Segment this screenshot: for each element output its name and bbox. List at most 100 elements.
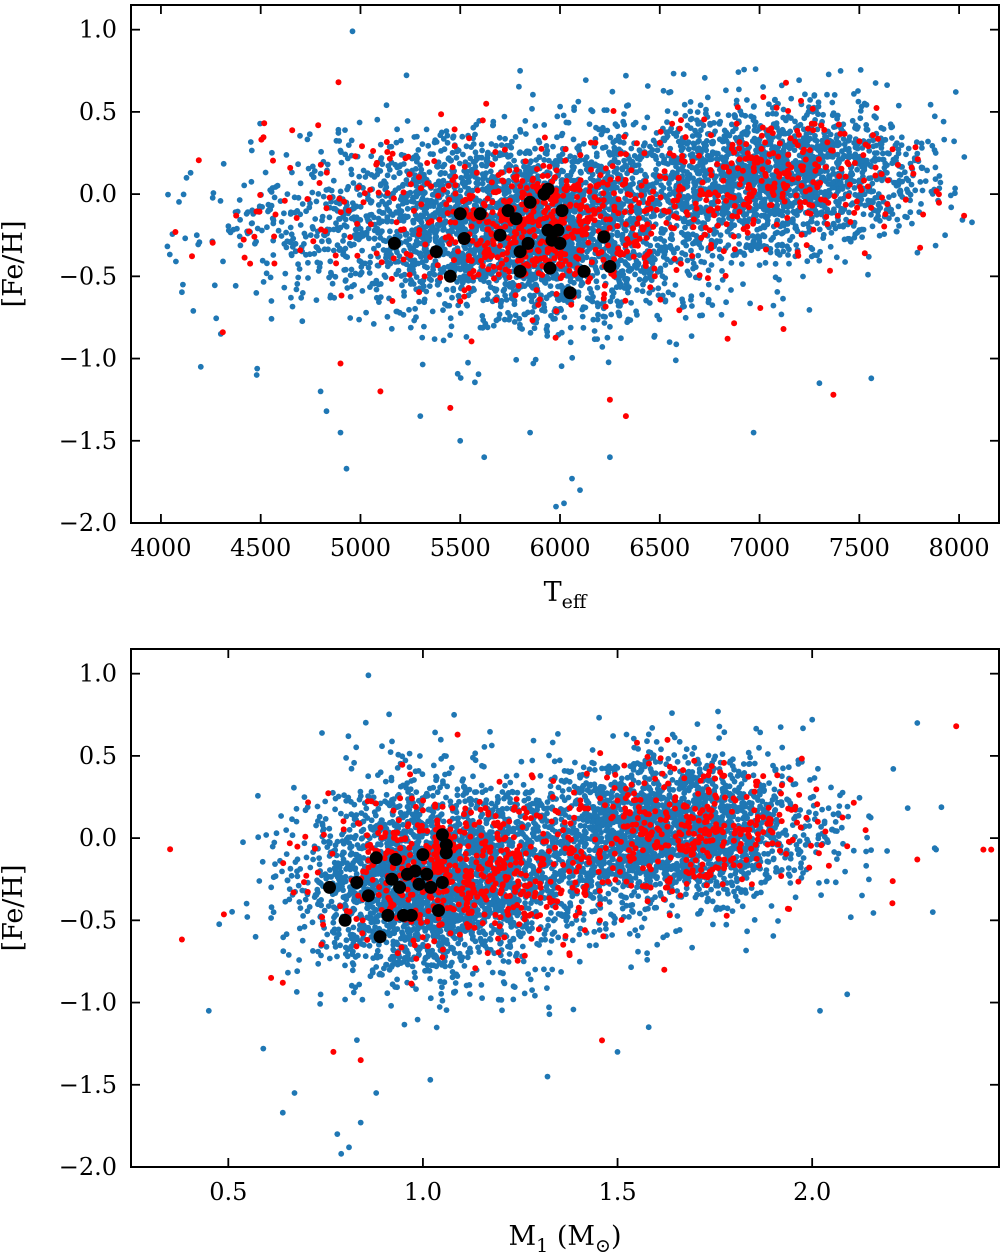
scatter-point-blue (873, 114, 879, 121)
scatter-point-blue (447, 157, 454, 164)
scatter-point-blue (590, 177, 597, 184)
scatter-point-blue (471, 248, 478, 255)
scatter-point-blue (543, 151, 550, 157)
scatter-point-blue (511, 301, 518, 308)
scatter-point-blue (349, 200, 356, 207)
scatter-point-blue (827, 243, 834, 250)
scatter-point-blue (330, 226, 337, 233)
scatter-point-blue (644, 114, 651, 121)
scatter-point-blue (374, 116, 381, 123)
scatter-point-blue (213, 315, 220, 322)
scatter-point-blue (582, 77, 589, 83)
scatter-point-blue (468, 166, 475, 173)
scatter-point-blue (830, 143, 837, 149)
scatter-point-blue (691, 189, 697, 195)
scatter-point-blue (854, 166, 860, 173)
scatter-point-blue (615, 133, 622, 140)
scatter-point-blue (756, 262, 763, 268)
scatter-point-blue (265, 207, 272, 214)
scatter-point-blue (638, 268, 644, 274)
scatter-point-blue (517, 324, 523, 331)
scatter-point-blue (297, 132, 303, 139)
scatter-point-blue (295, 261, 301, 268)
scatter-point-blue (315, 268, 322, 274)
scatter-point-blue (582, 304, 589, 311)
scatter-point-blue (417, 413, 424, 419)
scatter-point-blue (833, 254, 840, 261)
scatter-point-blue (176, 199, 182, 205)
scatter-point-blue (603, 107, 610, 113)
scatter-point-blue (672, 357, 679, 364)
scatter-point-blue (424, 199, 430, 206)
scatter-point-blue (927, 101, 934, 108)
scatter-point-blue (714, 284, 721, 291)
scatter-point-blue (623, 72, 629, 79)
scatter-point-blue (867, 162, 874, 169)
scatter-point-blue (225, 223, 232, 230)
scatter-point-blue (564, 173, 570, 179)
scatter-point-blue (327, 258, 334, 265)
scatter-point-blue (722, 135, 728, 142)
scatter-point-blue (769, 110, 776, 117)
scatter-point-blue (463, 301, 470, 308)
scatter-point-blue (700, 122, 707, 129)
scatter-point-blue (682, 251, 689, 258)
scatter-point-blue (182, 235, 189, 242)
scatter-point-blue (234, 225, 240, 232)
scatter-point-blue (591, 328, 598, 334)
scatter-point-blue (268, 298, 275, 304)
scatter-point-blue (463, 263, 470, 270)
scatter-point-blue (190, 308, 197, 314)
scatter-point-blue (884, 82, 890, 88)
scatter-point-blue (446, 302, 453, 309)
scatter-point-blue (766, 167, 772, 174)
scatter-point-blue (400, 218, 407, 224)
scatter-point-blue (881, 231, 888, 238)
scatter-point-blue (404, 205, 411, 212)
scatter-point-blue (820, 231, 827, 238)
scatter-point-blue (780, 229, 786, 236)
scatter-point-blue (636, 276, 643, 283)
scatter-point-blue (567, 153, 574, 160)
scatter-point-blue (677, 256, 684, 263)
scatter-point-blue (595, 163, 601, 169)
scatter-point-blue (326, 274, 332, 281)
scatter-point-blue (686, 163, 693, 169)
scatter-point-blue (837, 68, 844, 74)
scatter-point-blue (387, 228, 393, 235)
scatter-point-blue (705, 296, 712, 303)
scatter-point-blue (542, 280, 549, 286)
scatter-point-blue (753, 206, 759, 213)
scatter-point-blue (496, 311, 503, 318)
scatter-point-blue (793, 242, 800, 248)
scatter-point-blue (440, 136, 447, 142)
scatter-point-blue (745, 129, 751, 136)
scatter-point-blue (919, 164, 926, 171)
scatter-point-blue (575, 98, 582, 105)
scatter-point-blue (826, 175, 833, 182)
scatter-point-blue (918, 140, 925, 147)
scatter-point-blue (521, 311, 528, 318)
scatter-point-blue (775, 207, 782, 214)
scatter-point-blue (614, 298, 621, 305)
scatter-point-blue (406, 236, 413, 242)
scatter-point-blue (751, 127, 758, 134)
scatter-point-blue (800, 221, 807, 228)
scatter-point-blue (287, 211, 294, 217)
scatter-point-blue (703, 142, 709, 149)
scatter-point-blue (651, 255, 657, 262)
scatter-point-blue (399, 282, 405, 289)
scatter-point-blue (444, 139, 451, 146)
scatter-point-blue (386, 199, 393, 206)
scatter-point-blue (899, 178, 906, 185)
scatter-point-blue (764, 133, 771, 139)
scatter-point-blue (619, 166, 626, 173)
scatter-point-blue (288, 294, 294, 301)
scatter-point-blue (755, 218, 762, 225)
scatter-point-blue (262, 169, 269, 176)
scatter-point-blue (306, 251, 313, 258)
scatter-point-blue (587, 285, 593, 292)
scatter-point-blue (669, 169, 676, 176)
scatter-point-blue (718, 311, 725, 318)
scatter-point-blue (624, 276, 631, 282)
